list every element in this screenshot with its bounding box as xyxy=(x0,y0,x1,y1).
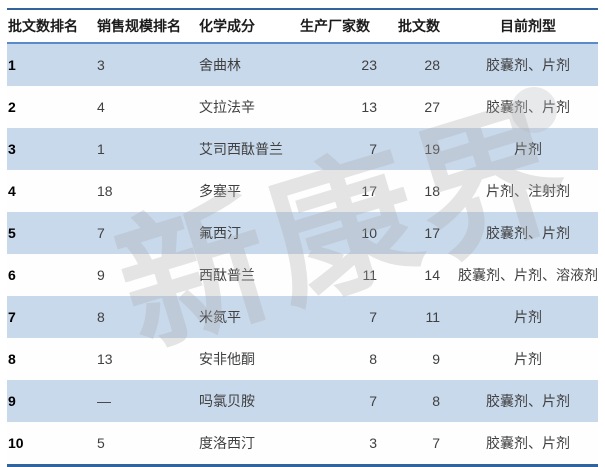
table-row: 5 7 氟西汀 10 17 胶囊剂、片剂 xyxy=(7,212,598,254)
cell-chemical: 度洛西汀 xyxy=(199,435,255,451)
cell-dosage-forms: 片剂、注射剂 xyxy=(486,183,570,199)
cell-sales-rank: 4 xyxy=(97,99,105,115)
cell-sales-rank: 18 xyxy=(97,183,113,199)
cell-dosage-forms: 胶囊剂、片剂 xyxy=(486,435,570,451)
table-header-row: 批文数排名 销售规模排名 化学成分 生产厂家数 批文数 目前剂型 xyxy=(7,9,598,44)
cell-approval-count: 17 xyxy=(424,225,440,241)
cell-manufacturer-count: 11 xyxy=(362,267,377,283)
cell-chemical: 米氮平 xyxy=(199,309,241,325)
cell-manufacturer-count: 10 xyxy=(361,225,377,241)
table-row: 8 13 安非他酮 8 9 片剂 xyxy=(7,338,598,380)
cell-dosage-forms: 胶囊剂、片剂、溶液剂 xyxy=(458,267,598,283)
cell-approval-rank: 9 xyxy=(8,393,16,409)
drug-table: 批文数排名 销售规模排名 化学成分 生产厂家数 批文数 目前剂型 1 3 舍曲林… xyxy=(7,8,598,467)
cell-manufacturer-count: 8 xyxy=(369,351,377,367)
cell-approval-rank: 1 xyxy=(8,57,16,73)
table-row: 7 8 米氮平 7 11 片剂 xyxy=(7,296,598,338)
cell-sales-rank: 3 xyxy=(97,57,105,73)
cell-manufacturer-count: 17 xyxy=(361,183,377,199)
cell-chemical: 西酞普兰 xyxy=(199,267,255,283)
cell-sales-rank: 1 xyxy=(97,141,105,157)
table-row: 6 9 西酞普兰 11 14 胶囊剂、片剂、溶液剂 xyxy=(7,254,598,296)
cell-approval-count: 18 xyxy=(424,183,440,199)
cell-approval-rank: 5 xyxy=(8,225,16,241)
cell-dosage-forms: 片剂 xyxy=(514,309,542,325)
cell-dosage-forms: 胶囊剂、片剂 xyxy=(486,99,570,115)
cell-manufacturer-count: 13 xyxy=(361,99,377,115)
header-dosage-forms: 目前剂型 xyxy=(443,9,598,44)
table-row: 2 4 文拉法辛 13 27 胶囊剂、片剂 xyxy=(7,86,598,128)
cell-chemical: 多塞平 xyxy=(199,183,241,199)
cell-approval-rank: 2 xyxy=(8,99,16,115)
cell-approval-count: 9 xyxy=(432,351,440,367)
cell-dosage-forms: 片剂 xyxy=(514,351,542,367)
cell-chemical: 安非他酮 xyxy=(199,351,255,367)
cell-chemical: 氟西汀 xyxy=(199,225,241,241)
table-row: 10 5 度洛西汀 3 7 胶囊剂、片剂 xyxy=(7,422,598,466)
cell-approval-count: 11 xyxy=(425,309,440,325)
cell-approval-count: 14 xyxy=(424,267,440,283)
cell-chemical: 文拉法辛 xyxy=(199,99,255,115)
cell-approval-count: 7 xyxy=(432,435,440,451)
header-chemical: 化学成分 xyxy=(198,9,295,44)
header-approval-rank: 批文数排名 xyxy=(7,9,95,44)
table-row: 3 1 艾司西酞普兰 7 19 片剂 xyxy=(7,128,598,170)
cell-approval-rank: 8 xyxy=(8,351,16,367)
cell-chemical: 吗氯贝胺 xyxy=(199,393,255,409)
cell-manufacturer-count: 7 xyxy=(369,393,377,409)
cell-chemical: 艾司西酞普兰 xyxy=(199,141,283,157)
cell-sales-rank: 5 xyxy=(97,435,105,451)
cell-approval-count: 8 xyxy=(432,393,440,409)
cell-approval-count: 28 xyxy=(424,57,440,73)
cell-chemical: 舍曲林 xyxy=(199,57,241,73)
header-manufacturer-count: 生产厂家数 xyxy=(295,9,381,44)
cell-approval-rank: 3 xyxy=(8,141,16,157)
cell-manufacturer-count: 7 xyxy=(369,141,377,157)
cell-approval-rank: 6 xyxy=(8,267,16,283)
cell-approval-count: 19 xyxy=(424,141,440,157)
cell-dosage-forms: 胶囊剂、片剂 xyxy=(486,225,570,241)
cell-approval-rank: 7 xyxy=(8,309,16,325)
cell-sales-rank: 13 xyxy=(97,351,113,367)
header-sales-rank: 销售规模排名 xyxy=(95,9,198,44)
table-row: 4 18 多塞平 17 18 片剂、注射剂 xyxy=(7,170,598,212)
cell-sales-rank: 9 xyxy=(97,267,105,283)
table-row: 1 3 舍曲林 23 28 胶囊剂、片剂 xyxy=(7,43,598,86)
cell-manufacturer-count: 7 xyxy=(369,309,377,325)
cell-sales-rank: — xyxy=(97,393,111,409)
cell-approval-rank: 10 xyxy=(8,435,24,451)
cell-manufacturer-count: 3 xyxy=(369,435,377,451)
cell-dosage-forms: 胶囊剂、片剂 xyxy=(486,393,570,409)
cell-sales-rank: 8 xyxy=(97,309,105,325)
table-row: 9 — 吗氯贝胺 7 8 胶囊剂、片剂 xyxy=(7,380,598,422)
cell-dosage-forms: 胶囊剂、片剂 xyxy=(486,57,570,73)
cell-manufacturer-count: 23 xyxy=(361,57,377,73)
cell-approval-rank: 4 xyxy=(8,183,16,199)
cell-approval-count: 27 xyxy=(424,99,440,115)
cell-sales-rank: 7 xyxy=(97,225,105,241)
cell-dosage-forms: 片剂 xyxy=(514,141,542,157)
header-approval-count: 批文数 xyxy=(381,9,443,44)
